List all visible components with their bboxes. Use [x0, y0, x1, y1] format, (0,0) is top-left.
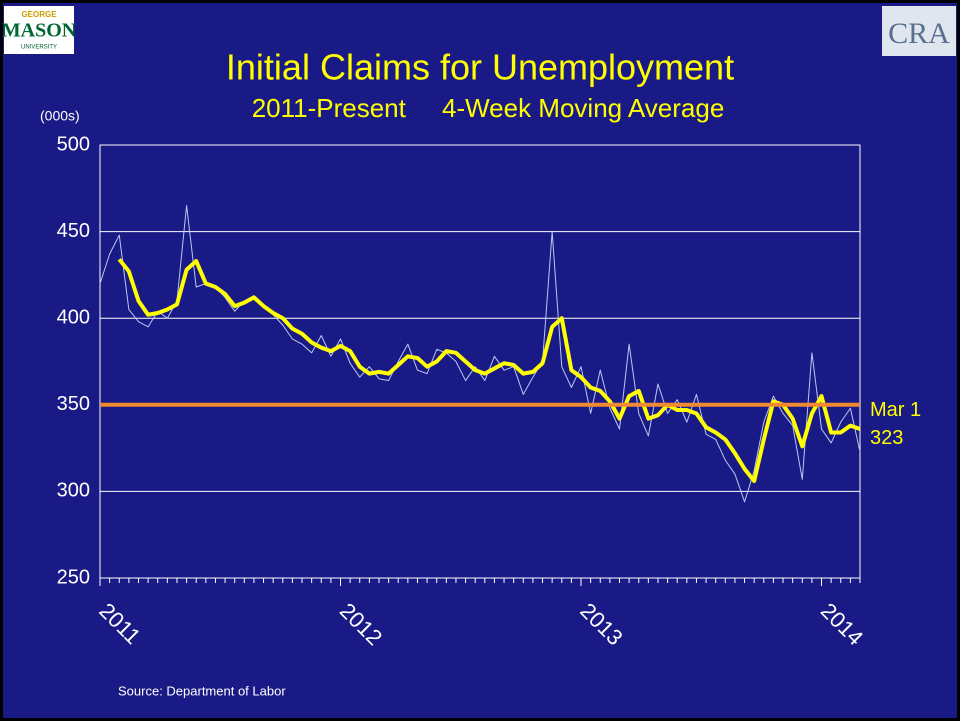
y-tick-label: 400	[57, 306, 90, 328]
y-tick-label: 250	[57, 566, 90, 588]
logo-text: UNIVERSITY	[21, 45, 57, 51]
series-line	[117, 258, 861, 484]
gmu-logo-box	[4, 6, 74, 54]
chart-subtitle: 2011-Present 4-Week Moving Average	[252, 93, 725, 123]
annotation: 323	[870, 427, 903, 449]
logo-text: GEORGE	[21, 10, 57, 19]
logo-text: MASON	[2, 20, 77, 42]
logo-text: CRA	[888, 17, 950, 50]
source: Source: Department of Labor	[118, 683, 286, 698]
y-tick-label: 450	[57, 220, 90, 242]
y-axis-label: (000s)	[40, 108, 80, 124]
y-tick-label: 500	[57, 133, 90, 155]
y-tick-label: 300	[57, 480, 90, 502]
chart-title: Initial Claims for Unemployment	[226, 47, 734, 88]
annotation: Mar 1	[870, 399, 921, 421]
y-tick-label: 350	[57, 393, 90, 415]
cra-logo-box	[882, 6, 956, 56]
